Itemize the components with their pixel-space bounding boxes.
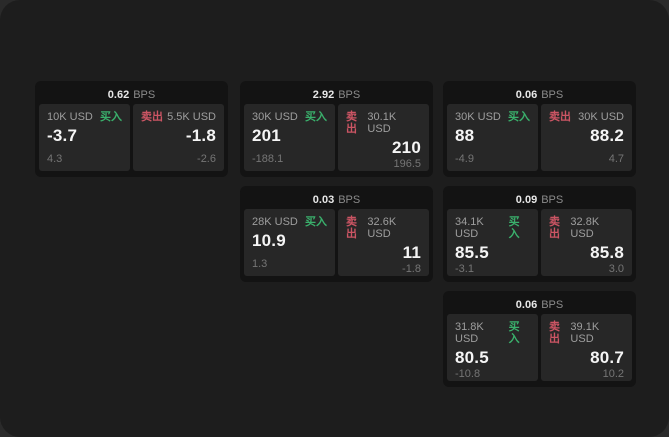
- sell-amount: 30K USD: [578, 111, 624, 123]
- quote-panels: 30K USD 买入 88 -4.9 卖出 30K USD 88.2 4.7: [447, 104, 632, 171]
- spread-value: 0.03: [312, 193, 335, 206]
- spread-unit: BPS: [541, 298, 564, 311]
- spread-header: 2.92 BPS: [244, 85, 429, 104]
- buy-panel[interactable]: 10K USD 买入 -3.7 4.3: [39, 104, 130, 171]
- sell-amount: 32.8K USD: [570, 216, 600, 240]
- sell-amount: 39.1K USD: [570, 321, 600, 345]
- quote-card-5: 0.09 BPS 34.1K USD 买入 85.5 -3.1 卖出 32.8K…: [443, 186, 636, 282]
- sell-price: 80.7: [590, 348, 624, 367]
- quote-panels: 28K USD 买入 10.9 1.3 卖出 32.6K USD 11 -1.8: [244, 209, 429, 276]
- quote-card-1: 0.62 BPS 10K USD 买入 -3.7 4.3 卖出 5.5K USD…: [35, 81, 228, 177]
- sell-delta: -2.6: [197, 153, 216, 165]
- sell-panel[interactable]: 卖出 30.1K USD 210 196.5: [338, 104, 429, 171]
- sell-amount: 32.6K USD: [367, 216, 397, 240]
- sell-side-label: 卖出: [549, 216, 560, 240]
- buy-amount: 30K USD: [455, 111, 501, 123]
- spread-header: 0.06 BPS: [447, 295, 632, 314]
- sell-panel[interactable]: 卖出 32.6K USD 11 -1.8: [338, 209, 429, 276]
- buy-amount: 31.8K USD: [455, 321, 484, 345]
- spread-unit: BPS: [338, 88, 361, 101]
- quote-panels: 34.1K USD 买入 85.5 -3.1 卖出 32.8K USD 85.8…: [447, 209, 632, 276]
- spread-header: 0.09 BPS: [447, 190, 632, 209]
- buy-delta: -188.1: [252, 153, 284, 165]
- sell-delta: 196.5: [393, 158, 421, 170]
- buy-delta: -3.1: [455, 263, 474, 275]
- spread-value: 0.06: [515, 298, 538, 311]
- buy-amount: 34.1K USD: [455, 216, 484, 240]
- spread-value: 0.06: [515, 88, 538, 101]
- spread-header: 0.06 BPS: [447, 85, 632, 104]
- sell-delta: -1.8: [402, 263, 421, 275]
- quote-card-6: 0.06 BPS 31.8K USD 买入 80.5 -10.8 卖出 39.1…: [443, 291, 636, 387]
- sell-side-label: 卖出: [346, 216, 357, 240]
- spread-unit: BPS: [541, 193, 564, 206]
- sell-side-label: 卖出: [549, 321, 560, 345]
- buy-delta: -10.8: [455, 368, 481, 380]
- buy-panel[interactable]: 30K USD 买入 201 -188.1: [244, 104, 335, 171]
- spread-unit: BPS: [541, 88, 564, 101]
- buy-panel[interactable]: 30K USD 买入 88 -4.9: [447, 104, 538, 171]
- spread-unit: BPS: [338, 193, 361, 206]
- buy-side-label: 买入: [100, 111, 122, 123]
- sell-amount: 5.5K USD: [167, 111, 216, 123]
- buy-price: 88: [455, 126, 475, 145]
- quote-card-4: 0.03 BPS 28K USD 买入 10.9 1.3 卖出 32.6K US…: [240, 186, 433, 282]
- buy-side-label: 买入: [305, 216, 327, 228]
- buy-amount: 30K USD: [252, 111, 298, 123]
- buy-side-label: 买入: [305, 111, 327, 123]
- buy-side-label: 买入: [508, 111, 530, 123]
- buy-price: 85.5: [455, 243, 489, 262]
- sell-price: 210: [392, 138, 421, 157]
- sell-side-label: 卖出: [549, 111, 571, 123]
- sell-price: 11: [402, 243, 421, 262]
- buy-delta: -4.9: [455, 153, 474, 165]
- sell-panel[interactable]: 卖出 32.8K USD 85.8 3.0: [541, 209, 632, 276]
- sell-delta: 4.7: [608, 153, 624, 165]
- sell-panel[interactable]: 卖出 5.5K USD -1.8 -2.6: [133, 104, 224, 171]
- buy-amount: 28K USD: [252, 216, 298, 228]
- sell-amount: 30.1K USD: [367, 111, 397, 135]
- spread-value: 0.09: [515, 193, 538, 206]
- sell-panel[interactable]: 卖出 30K USD 88.2 4.7: [541, 104, 632, 171]
- quote-card-2: 2.92 BPS 30K USD 买入 201 -188.1 卖出 30.1K …: [240, 81, 433, 177]
- buy-delta: 4.3: [47, 153, 63, 165]
- buy-delta: 1.3: [252, 258, 268, 270]
- sell-delta: 10.2: [602, 368, 624, 380]
- buy-amount: 10K USD: [47, 111, 93, 123]
- buy-panel[interactable]: 31.8K USD 买入 80.5 -10.8: [447, 314, 538, 381]
- quote-panels: 30K USD 买入 201 -188.1 卖出 30.1K USD 210 1…: [244, 104, 429, 171]
- sell-price: -1.8: [185, 126, 216, 145]
- sell-side-label: 卖出: [141, 111, 163, 123]
- quote-card-3: 0.06 BPS 30K USD 买入 88 -4.9 卖出 30K USD 8…: [443, 81, 636, 177]
- spread-header: 0.62 BPS: [39, 85, 224, 104]
- spread-value: 2.92: [312, 88, 335, 101]
- buy-price: 201: [252, 126, 281, 145]
- quote-panels: 10K USD 买入 -3.7 4.3 卖出 5.5K USD -1.8 -2.…: [39, 104, 224, 171]
- buy-price: -3.7: [47, 126, 78, 145]
- buy-side-label: 买入: [508, 321, 520, 345]
- spread-unit: BPS: [133, 88, 156, 101]
- spread-header: 0.03 BPS: [244, 190, 429, 209]
- sell-side-label: 卖出: [346, 111, 357, 135]
- buy-price: 10.9: [252, 231, 286, 250]
- sell-price: 88.2: [590, 126, 624, 145]
- sell-panel[interactable]: 卖出 39.1K USD 80.7 10.2: [541, 314, 632, 381]
- buy-panel[interactable]: 34.1K USD 买入 85.5 -3.1: [447, 209, 538, 276]
- buy-price: 80.5: [455, 348, 489, 367]
- quote-panels: 31.8K USD 买入 80.5 -10.8 卖出 39.1K USD 80.…: [447, 314, 632, 381]
- sell-price: 85.8: [590, 243, 624, 262]
- spread-value: 0.62: [107, 88, 130, 101]
- buy-side-label: 买入: [508, 216, 520, 240]
- buy-panel[interactable]: 28K USD 买入 10.9 1.3: [244, 209, 335, 276]
- sell-delta: 3.0: [608, 263, 624, 275]
